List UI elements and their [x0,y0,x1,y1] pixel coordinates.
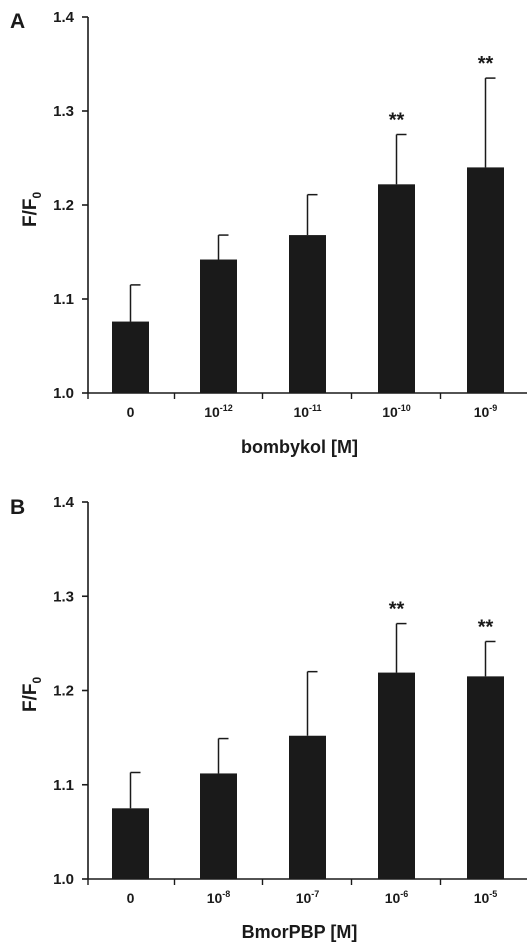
y-tick-label: 1.3 [53,103,74,120]
panel-letter: B [10,496,25,519]
bar [378,672,415,879]
x-tick-label: 0 [127,890,135,906]
y-tick-label: 1.2 [53,683,74,700]
x-tick-label: 10-6 [385,889,409,906]
x-tick-label: 0 [127,404,135,420]
significance-marker: ** [389,599,405,621]
panel-b: B 1.0 1.1 1.2 1.3 1.4 0 10-8 10-7 ** 10-6 ** 10-5 Bmo… [10,494,527,942]
bar [200,773,237,879]
bar [378,184,415,393]
significance-marker: ** [389,110,405,132]
y-tick-label: 1.1 [53,777,74,794]
bar [289,235,326,393]
y-tick-label: 1.3 [53,588,74,605]
x-tick-label: 10-10 [382,403,411,420]
significance-marker: ** [478,616,494,638]
x-tick-label: 10-5 [474,889,498,906]
y-tick-label: 1.1 [53,291,74,308]
panel-letter: A [10,10,25,33]
bar [112,321,149,393]
x-tick-label: 10-7 [296,889,320,906]
significance-marker: ** [478,53,494,75]
y-tick-label: 1.0 [53,871,74,888]
x-tick-label: 10-9 [474,403,498,420]
bar [112,808,149,879]
y-tick-label: 1.2 [53,197,74,214]
bar [467,676,504,879]
x-tick-label: 10-11 [293,403,321,420]
y-tick-label: 1.4 [53,494,75,511]
bar [200,259,237,393]
bar [467,167,504,393]
panel-a: A 1.0 1.1 1.2 1.3 1.4 0 10-12 10-11 ** 10-10 ** 10-9… [10,9,527,457]
y-tick-label: 1.4 [53,9,75,26]
x-tick-label: 10-12 [204,403,233,420]
x-tick-label: 10-8 [207,889,231,906]
x-axis-label: bombykol [M] [241,437,358,457]
x-axis-label: BmorPBP [M] [242,922,358,942]
y-axis-label: F/F0 [20,677,44,713]
bar [289,735,326,879]
y-axis-label: F/F0 [20,192,44,228]
y-tick-label: 1.0 [53,385,74,402]
